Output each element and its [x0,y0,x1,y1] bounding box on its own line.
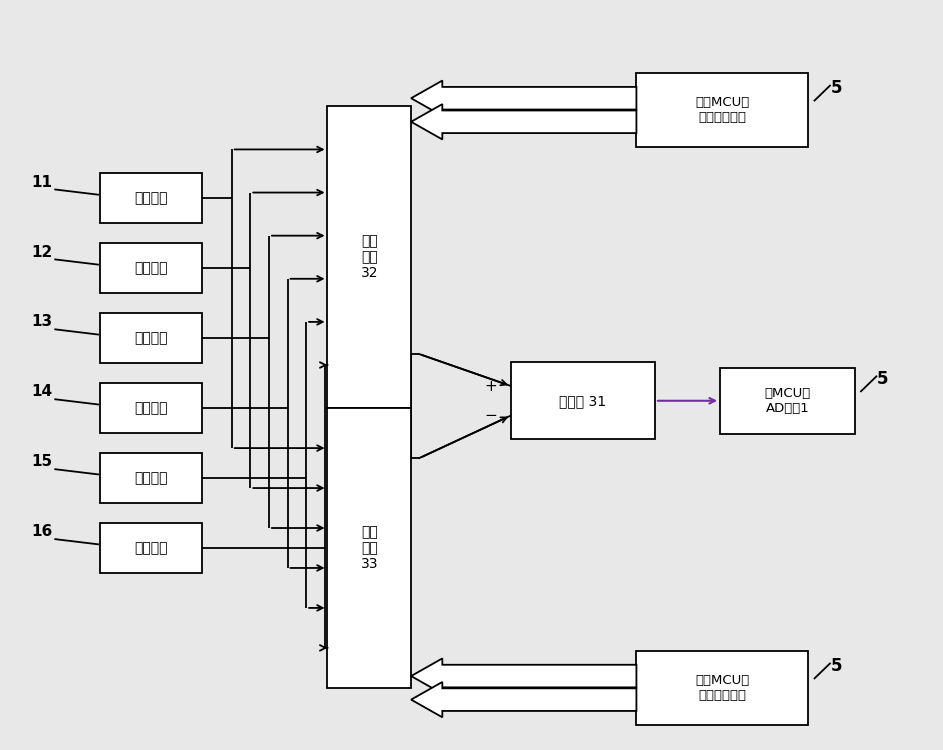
Bar [100,453,202,503]
Text: 16: 16 [32,524,53,539]
Text: 5: 5 [877,370,888,388]
Text: 来自MCU的
切换控制信号: 来自MCU的 切换控制信号 [695,674,750,702]
Bar [327,106,411,408]
Bar [100,173,202,223]
Text: 11: 11 [32,175,53,190]
Polygon shape [411,104,637,140]
Text: 14: 14 [32,385,53,400]
Text: 右手电极: 右手电极 [134,261,168,275]
Text: 左手电极: 左手电极 [134,191,168,206]
Bar [100,243,202,293]
Polygon shape [411,658,637,694]
Text: +: + [484,379,497,394]
Bar [100,523,202,573]
Text: 去MCU的
AD端口1: 去MCU的 AD端口1 [764,387,811,415]
Polygon shape [411,682,637,717]
Text: 开关
电路
32: 开关 电路 32 [360,234,378,280]
Bar [637,651,808,724]
Text: 5: 5 [831,79,842,97]
Bar [720,368,854,434]
Text: 15: 15 [32,454,53,470]
Bar [100,314,202,363]
Text: 来自MCU的
切换控制信号: 来自MCU的 切换控制信号 [695,96,750,124]
Text: 放大器 31: 放大器 31 [559,394,606,408]
Polygon shape [411,80,637,116]
Text: 12: 12 [32,244,53,260]
Bar [100,383,202,433]
Text: 左额电极: 左额电极 [134,471,168,485]
Bar [327,408,411,688]
Text: 右额电极: 右额电极 [134,541,168,555]
Bar [637,74,808,147]
Text: 左脚电极: 左脚电极 [134,332,168,345]
Text: 5: 5 [831,657,842,675]
Bar [511,362,655,440]
Text: −: − [484,408,497,423]
Text: 13: 13 [32,314,53,329]
Text: 开关
电路
33: 开关 电路 33 [360,525,378,572]
Text: 右脚电极: 右脚电极 [134,401,168,416]
